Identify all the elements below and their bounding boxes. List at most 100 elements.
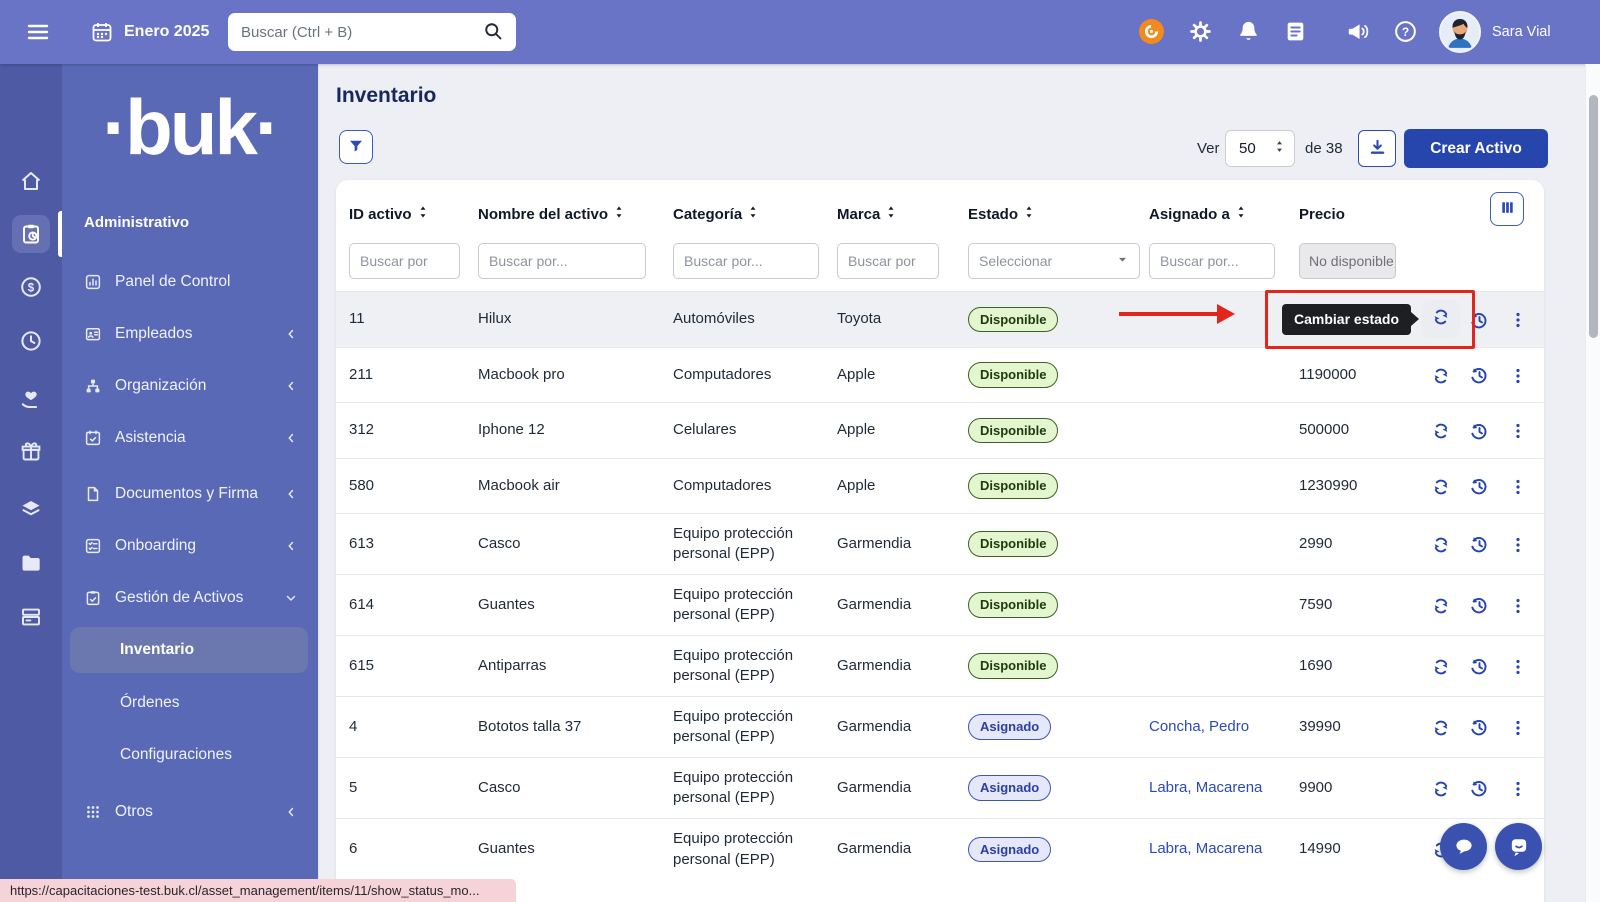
column-header-asignado-a[interactable]: Asignado a: [1149, 203, 1247, 225]
row-menu-button[interactable]: [1505, 363, 1531, 389]
row-menu-button[interactable]: [1505, 532, 1531, 558]
row-menu-button[interactable]: [1505, 593, 1531, 619]
row-menu-button[interactable]: [1505, 418, 1531, 444]
chat-bubble-button[interactable]: [1440, 823, 1487, 870]
printer-icon[interactable]: [19, 605, 43, 629]
history-button[interactable]: [1466, 363, 1492, 389]
table-row[interactable]: 6 Guantes Equipo protección personal (EPP)…: [336, 818, 1544, 880]
filter-input-marca[interactable]: [837, 243, 939, 279]
search-icon[interactable]: [483, 21, 504, 42]
change-status-button[interactable]: [1428, 474, 1454, 500]
cell-precio: 1690: [1299, 656, 1333, 674]
column-header-id-activo[interactable]: ID activo: [349, 203, 429, 225]
hamburger-menu-icon[interactable]: [26, 20, 50, 44]
gift-icon[interactable]: [19, 440, 43, 464]
row-menu-button[interactable]: [1505, 715, 1531, 741]
column-header-marca[interactable]: Marca: [837, 203, 897, 225]
vertical-scrollbar[interactable]: [1585, 64, 1600, 902]
history-button[interactable]: [1466, 418, 1492, 444]
column-header-categoria[interactable]: Categoría: [673, 203, 759, 225]
notes-document-icon[interactable]: [1283, 19, 1308, 44]
table-row[interactable]: 580 Macbook air Computadores Apple Disponibl…: [336, 458, 1544, 513]
change-status-button[interactable]: [1422, 300, 1460, 338]
download-button[interactable]: [1358, 130, 1396, 167]
time-clock-icon[interactable]: [19, 329, 43, 353]
chevron-left-icon: [284, 431, 298, 445]
sidebar-subitem-ordenes[interactable]: Órdenes: [70, 680, 308, 726]
notifications-bell-icon[interactable]: [1236, 19, 1261, 44]
filter-input-categoria[interactable]: [673, 243, 819, 279]
chevron-left-icon: [284, 805, 298, 819]
history-button[interactable]: [1466, 593, 1492, 619]
history-button[interactable]: [1466, 474, 1492, 500]
sidebar-item-empleados[interactable]: Empleados: [62, 313, 318, 355]
payments-dollar-icon[interactable]: $: [19, 275, 43, 299]
history-button[interactable]: [1466, 776, 1492, 802]
home-icon[interactable]: [19, 169, 43, 193]
sidebar-item-gestion-de-activos[interactable]: Gestión de Activos: [62, 577, 318, 619]
period-label[interactable]: Enero 2025: [124, 23, 210, 40]
calendar-icon[interactable]: [90, 20, 114, 44]
row-menu-button[interactable]: [1505, 654, 1531, 680]
search-input[interactable]: [228, 13, 516, 51]
columns-config-button[interactable]: [1490, 192, 1524, 226]
sidebar-item-asistencia[interactable]: Asistencia: [62, 417, 318, 459]
cell-asignado-a[interactable]: Labra, Macarena: [1149, 778, 1263, 796]
table-row[interactable]: 312 Iphone 12 Celulares Apple Disponible 5000…: [336, 402, 1544, 458]
row-menu-button[interactable]: [1505, 307, 1531, 333]
table-row[interactable]: 4 Bototos talla 37 Equipo protección perso…: [336, 696, 1544, 757]
history-button[interactable]: [1466, 654, 1492, 680]
change-status-button[interactable]: [1428, 715, 1454, 741]
sidebar-item-documentos-y-firma[interactable]: Documentos y Firma: [62, 473, 318, 515]
messenger-button[interactable]: [1495, 823, 1542, 870]
sidebar-item-organizacion[interactable]: Organización: [62, 365, 318, 407]
row-menu-button[interactable]: [1505, 474, 1531, 500]
asset-clipboard-icon[interactable]: [19, 222, 43, 246]
create-asset-button[interactable]: Crear Activo: [1404, 129, 1548, 168]
table-row[interactable]: 211 Macbook pro Computadores Apple Disponibl…: [336, 347, 1544, 402]
column-header-nombre[interactable]: Nombre del activo: [478, 203, 625, 225]
announcements-megaphone-icon[interactable]: [1345, 19, 1370, 44]
change-status-button[interactable]: [1428, 363, 1454, 389]
filter-input-id-activo[interactable]: [349, 243, 460, 279]
sidebar-item-otros[interactable]: Otros: [62, 791, 318, 833]
benefits-hand-heart-icon[interactable]: [19, 387, 43, 411]
user-avatar[interactable]: [1439, 11, 1481, 53]
scrollbar-thumb[interactable]: [1589, 95, 1598, 338]
sidebar-item-onboarding[interactable]: Onboarding: [62, 525, 318, 567]
history-button[interactable]: [1466, 307, 1492, 333]
total-count-label: de 38: [1305, 140, 1343, 157]
column-header-estado[interactable]: Estado: [968, 203, 1035, 225]
history-button[interactable]: [1466, 532, 1492, 558]
change-status-button[interactable]: [1428, 654, 1454, 680]
cell-asignado-a[interactable]: Concha, Pedro: [1149, 717, 1250, 735]
change-status-button[interactable]: [1428, 593, 1454, 619]
filter-input-asignado[interactable]: [1149, 243, 1275, 279]
user-name[interactable]: Sara Vial: [1492, 24, 1551, 40]
change-status-button[interactable]: [1428, 418, 1454, 444]
change-status-button[interactable]: [1428, 532, 1454, 558]
table-row[interactable]: 615 Antiparras Equipo protección personal …: [336, 635, 1544, 696]
cell-asignado-a[interactable]: Labra, Macarena: [1149, 840, 1263, 858]
settings-gear-icon[interactable]: [1188, 19, 1213, 44]
filter-button[interactable]: [339, 130, 373, 164]
status-badge: Asignado: [968, 714, 1052, 740]
folder-icon[interactable]: [19, 551, 43, 575]
table-row[interactable]: 614 Guantes Equipo protección personal (EP…: [336, 574, 1544, 635]
row-menu-button[interactable]: [1505, 776, 1531, 802]
history-button[interactable]: [1466, 715, 1492, 741]
list-check-icon: [84, 537, 102, 555]
support-icon[interactable]: [1139, 19, 1164, 44]
filter-input-nombre[interactable]: [478, 243, 646, 279]
sidebar-item-panel-de-control[interactable]: Panel de Control: [62, 261, 318, 303]
training-layers-icon[interactable]: [19, 497, 43, 521]
table-row[interactable]: 5 Casco Equipo protección personal (EPP) Ga…: [336, 757, 1544, 818]
page-size-select[interactable]: 50: [1225, 130, 1295, 167]
help-icon[interactable]: ?: [1393, 19, 1418, 44]
change-status-button[interactable]: [1428, 776, 1454, 802]
table-row[interactable]: 613 Casco Equipo protección personal (EPP)…: [336, 513, 1544, 574]
filter-select-estado[interactable]: Seleccionar: [968, 243, 1140, 279]
cell-nombre: Hilux: [478, 310, 512, 328]
sidebar-subitem-configuraciones[interactable]: Configuraciones: [70, 732, 308, 778]
sidebar-subitem-inventario[interactable]: Inventario: [70, 627, 308, 673]
